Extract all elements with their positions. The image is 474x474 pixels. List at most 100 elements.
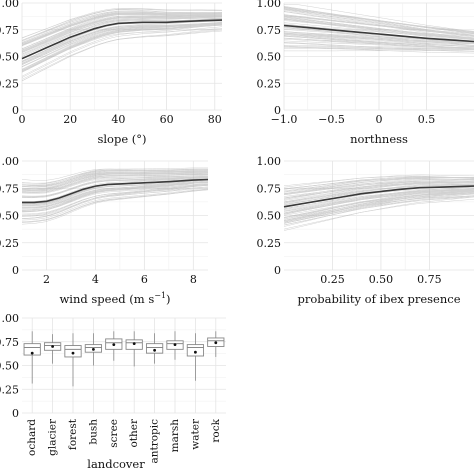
- ensemble-curve: [283, 176, 474, 190]
- ensemble-curve: [283, 6, 474, 34]
- ensemble-curve: [21, 176, 208, 193]
- ensemble-curve: [283, 11, 474, 39]
- ensemble-curve: [283, 176, 474, 192]
- ensemble-curve: [21, 19, 222, 55]
- ensemble-curve: [283, 191, 474, 223]
- ensemble-curve: [21, 26, 223, 78]
- ensemble-curve: [283, 193, 474, 224]
- mean-point: [194, 350, 197, 354]
- y-tick-label: 0.75: [257, 182, 282, 195]
- ensemble-curve: [21, 170, 208, 189]
- ensemble-curve: [21, 24, 223, 73]
- ensemble-curve: [284, 48, 474, 51]
- ensemble-curve: [21, 177, 208, 194]
- ensemble-curve: [283, 33, 474, 44]
- x-tick-label: 4: [92, 273, 99, 286]
- ensemble-curve: [283, 15, 474, 35]
- ensemble-curve: [283, 189, 474, 209]
- ensemble-curve: [284, 4, 474, 32]
- ensemble-curve: [21, 28, 223, 82]
- ensemble-curve: [283, 27, 474, 46]
- ensemble-curve: [283, 188, 474, 214]
- ensemble-curve: [21, 23, 223, 73]
- ensemble-curve: [283, 192, 474, 218]
- ensemble-curve: [283, 34, 474, 49]
- ensemble-curve: [21, 22, 223, 67]
- box-rock: [207, 331, 225, 357]
- ensemble-curve: [283, 190, 474, 219]
- ensemble-curve: [283, 177, 474, 194]
- ensemble-curve: [21, 9, 222, 41]
- ensemble-curve: [283, 46, 474, 50]
- ensemble-curve: [21, 16, 223, 53]
- ensemble-curve: [21, 8, 223, 39]
- ensemble-curve: [283, 37, 474, 50]
- ensemble-curve: [283, 190, 474, 221]
- x-axis-title: slope (°): [97, 132, 146, 146]
- ensemble-curve: [21, 10, 223, 42]
- ensemble-curve: [21, 184, 209, 212]
- ensemble-curve: [21, 169, 209, 184]
- ensemble-curve: [22, 182, 209, 208]
- ensemble-curve: [22, 185, 209, 210]
- ensemble-curve: [283, 31, 474, 48]
- ensemble-curve: [21, 13, 223, 46]
- ensemble-curve: [283, 175, 474, 186]
- ensemble-curve: [284, 49, 474, 52]
- box-iqr: [23, 343, 41, 356]
- y-tick-label: 0.25: [0, 77, 19, 90]
- x-tick-label: 2: [43, 273, 50, 286]
- ensemble-curve: [283, 18, 474, 41]
- ensemble-curve: [283, 184, 474, 199]
- box-scree: [105, 331, 123, 361]
- ensemble-curve: [21, 186, 209, 220]
- ensemble-curve: [21, 172, 208, 188]
- ensemble-curve: [21, 20, 223, 65]
- ensemble-curve: [283, 14, 474, 37]
- box-water: [186, 333, 205, 381]
- ensemble-curve: [283, 181, 474, 195]
- ensemble-curve: [21, 13, 223, 46]
- ensemble-curve: [21, 13, 222, 46]
- ensemble-curve: [21, 24, 223, 68]
- ensemble-curve: [21, 22, 223, 62]
- box-iqr: [64, 345, 82, 358]
- ensemble-curve: [22, 181, 209, 205]
- y-tick-label: 0.25: [257, 77, 282, 90]
- category-label: scree: [108, 419, 120, 448]
- ensemble-curve: [22, 184, 209, 208]
- category-label: marsh: [169, 419, 181, 453]
- box-iqr: [186, 344, 205, 357]
- ensemble-curve: [283, 36, 474, 47]
- box-marsh: [166, 331, 184, 360]
- ensemble-curve: [283, 46, 474, 50]
- category-label: forest: [67, 418, 79, 450]
- ensemble-curve: [283, 45, 474, 48]
- ensemble-curve: [21, 25, 223, 70]
- y-tick-label: 0.50: [0, 210, 19, 223]
- y-tick-label: 0: [274, 264, 281, 277]
- ensemble-curve: [21, 171, 209, 188]
- category-label: rock: [210, 418, 222, 442]
- ensemble-curve: [283, 186, 474, 215]
- ensemble-curves: [283, 4, 474, 54]
- ensemble-curve: [283, 184, 474, 204]
- ensemble-curve: [283, 178, 474, 193]
- ensemble-curve: [21, 168, 208, 187]
- ensemble-curve: [21, 176, 209, 192]
- mean-point: [112, 343, 116, 346]
- ensemble-curve: [21, 171, 208, 190]
- x-axis-title: landcover: [87, 457, 145, 471]
- ensemble-curve: [283, 31, 474, 44]
- y-tick-label: 0.75: [0, 182, 19, 195]
- x-tick-label: 0.50: [369, 273, 394, 286]
- x-tick-label: 20: [63, 113, 77, 126]
- ensemble-curve: [21, 23, 223, 73]
- ensemble-curve: [283, 179, 474, 200]
- ensemble-curve: [21, 24, 223, 77]
- ensemble-curve: [283, 191, 474, 214]
- ensemble-curve: [283, 176, 474, 195]
- ensemble-curve: [283, 178, 474, 199]
- ensemble-curve: [283, 40, 474, 49]
- x-tick-label: 0: [19, 113, 26, 126]
